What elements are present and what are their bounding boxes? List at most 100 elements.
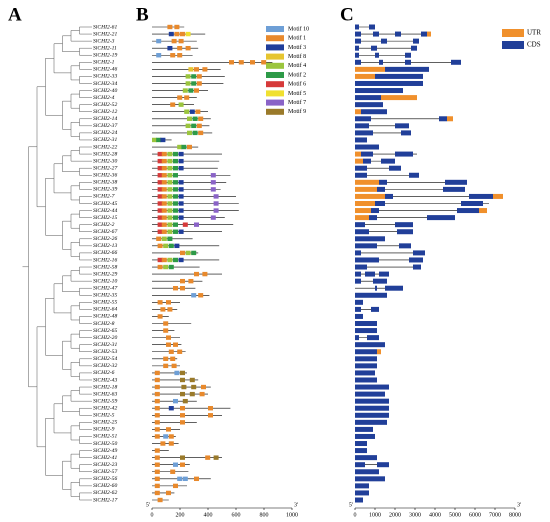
motif-box — [185, 81, 191, 86]
utr-box — [355, 179, 379, 185]
motif-box — [187, 144, 192, 150]
motif-box — [185, 31, 191, 37]
motif-box — [168, 441, 174, 446]
motif-box — [189, 391, 195, 397]
motif-box — [167, 165, 173, 171]
motif-box — [191, 250, 197, 256]
legend-swatch — [266, 53, 284, 60]
motif-box — [167, 222, 173, 227]
gene-name: SlCHI2-4 — [93, 95, 115, 101]
motif-box — [188, 278, 194, 284]
cds-box — [421, 31, 427, 37]
motif-box — [173, 462, 178, 467]
motif-box — [157, 314, 163, 319]
cds-box — [379, 179, 387, 185]
utr-box — [377, 349, 381, 355]
gene-name: SlCHI2-34 — [93, 81, 117, 87]
motif-box — [180, 413, 185, 418]
cds-box — [355, 405, 389, 411]
gene-name: SlCHI2-46 — [93, 67, 117, 73]
motif-box — [177, 45, 183, 51]
motif-box — [174, 243, 180, 249]
motif-box — [173, 151, 178, 157]
cds-box — [355, 95, 381, 101]
legend-label: Motif 7 — [288, 99, 306, 106]
cds-box — [355, 123, 369, 129]
cds-box — [355, 377, 377, 383]
motif-box — [161, 257, 167, 263]
gene-name: SlCHI2-38 — [93, 180, 117, 186]
motif-box — [229, 60, 234, 65]
x-tick-label: 4000 — [429, 512, 441, 518]
motif-box — [174, 31, 180, 37]
motif-box — [157, 201, 163, 206]
gene-name: SlCHI2-13 — [93, 243, 117, 249]
cds-box — [381, 38, 387, 44]
motif-box — [168, 31, 174, 37]
cds-box — [355, 363, 377, 369]
motif-box — [177, 476, 183, 482]
motif-box — [167, 45, 173, 51]
cds-box — [355, 250, 361, 256]
cds-box — [395, 123, 409, 129]
motif-box — [173, 215, 178, 220]
legend-swatch — [266, 81, 284, 88]
cds-box — [355, 391, 385, 397]
cds-box — [379, 59, 383, 65]
utr-box — [355, 158, 363, 164]
x-tick-label: 0 — [151, 512, 154, 518]
motif-box — [167, 215, 173, 220]
legend-swatch — [502, 41, 524, 49]
cds-box — [355, 102, 383, 108]
gene-name: SlCHI2-31 — [93, 137, 117, 143]
motif-box — [198, 130, 204, 136]
motif-box — [191, 293, 197, 298]
motif-box — [194, 88, 199, 93]
gene-name: SlCHI2-28 — [93, 151, 117, 157]
x-tick-label: 600 — [232, 512, 241, 518]
utr-box — [381, 95, 417, 101]
gene-name: SlCHI2-21 — [93, 31, 117, 37]
cds-box — [457, 208, 479, 214]
cds-box — [355, 144, 379, 150]
legend-label: Motif 3 — [288, 44, 306, 51]
gene-name: SlCHI2-53 — [93, 349, 117, 355]
motif-box — [194, 271, 199, 277]
motif-box — [161, 201, 167, 206]
motif-box — [167, 24, 173, 30]
motif-box — [161, 222, 167, 227]
cds-box — [355, 321, 377, 327]
legend-label: UTR — [527, 29, 541, 37]
motif-box — [157, 165, 163, 171]
motif-box — [157, 222, 163, 227]
x-tick-label: 8000 — [509, 512, 521, 518]
motif-box — [210, 187, 216, 192]
motif-box — [177, 53, 183, 58]
motif-box — [161, 165, 167, 171]
motif-box — [167, 208, 173, 213]
legend-swatch — [266, 26, 284, 32]
cds-box — [405, 52, 411, 58]
gene-name: SlCHI2-20 — [93, 335, 117, 341]
motif-box — [187, 130, 192, 136]
motif-box — [160, 307, 166, 312]
motif-box — [173, 187, 178, 192]
gene-name: SlCHI2-30 — [93, 158, 117, 164]
cds-box — [409, 257, 423, 263]
cds-box — [355, 419, 387, 425]
motif-box — [178, 208, 184, 213]
motif-box — [167, 257, 173, 263]
motif-box — [152, 137, 157, 143]
cds-box — [355, 299, 363, 305]
legend-swatch — [502, 29, 524, 37]
gene-name: SlCHI2-1 — [93, 60, 115, 66]
motif-box — [154, 370, 160, 376]
motif-box — [167, 236, 173, 241]
utr-box — [355, 186, 377, 192]
motif-box — [156, 53, 162, 58]
gene-name: SlCHI2-33 — [93, 74, 117, 80]
x-tick-label: 3000 — [409, 512, 421, 518]
motif-box — [160, 137, 166, 143]
motif-box — [154, 462, 160, 467]
gene-name: SlCHI2-54 — [93, 356, 117, 362]
